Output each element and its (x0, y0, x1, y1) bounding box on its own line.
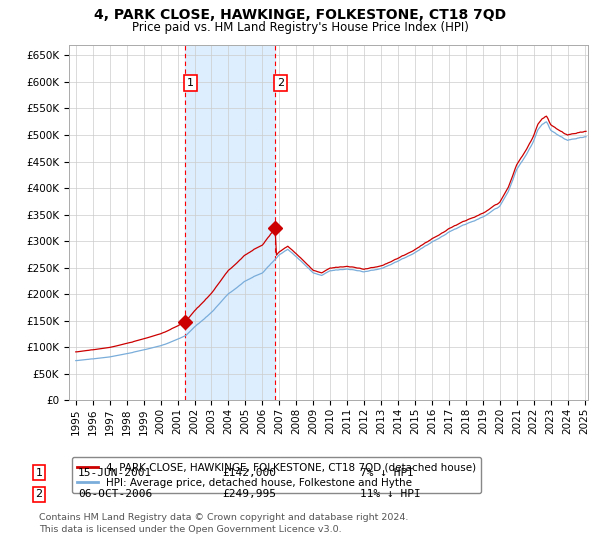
Text: 11% ↓ HPI: 11% ↓ HPI (360, 489, 421, 500)
Text: 1: 1 (187, 78, 194, 88)
Bar (185, 45, 275, 400)
Text: 2: 2 (277, 78, 284, 88)
Text: 7% ↓ HPI: 7% ↓ HPI (360, 468, 414, 478)
Text: £142,000: £142,000 (222, 468, 276, 478)
Text: 1: 1 (35, 468, 43, 478)
Text: Contains HM Land Registry data © Crown copyright and database right 2024.: Contains HM Land Registry data © Crown c… (39, 514, 409, 522)
Text: 2: 2 (35, 489, 43, 500)
Text: 06-OCT-2006: 06-OCT-2006 (78, 489, 152, 500)
Text: Price paid vs. HM Land Registry's House Price Index (HPI): Price paid vs. HM Land Registry's House … (131, 21, 469, 34)
Legend: 4, PARK CLOSE, HAWKINGE, FOLKESTONE, CT18 7QD (detached house), HPI: Average pri: 4, PARK CLOSE, HAWKINGE, FOLKESTONE, CT1… (71, 457, 481, 493)
Text: 15-JUN-2001: 15-JUN-2001 (78, 468, 152, 478)
Text: 4, PARK CLOSE, HAWKINGE, FOLKESTONE, CT18 7QD: 4, PARK CLOSE, HAWKINGE, FOLKESTONE, CT1… (94, 8, 506, 22)
Text: £249,995: £249,995 (222, 489, 276, 500)
Text: This data is licensed under the Open Government Licence v3.0.: This data is licensed under the Open Gov… (39, 525, 341, 534)
